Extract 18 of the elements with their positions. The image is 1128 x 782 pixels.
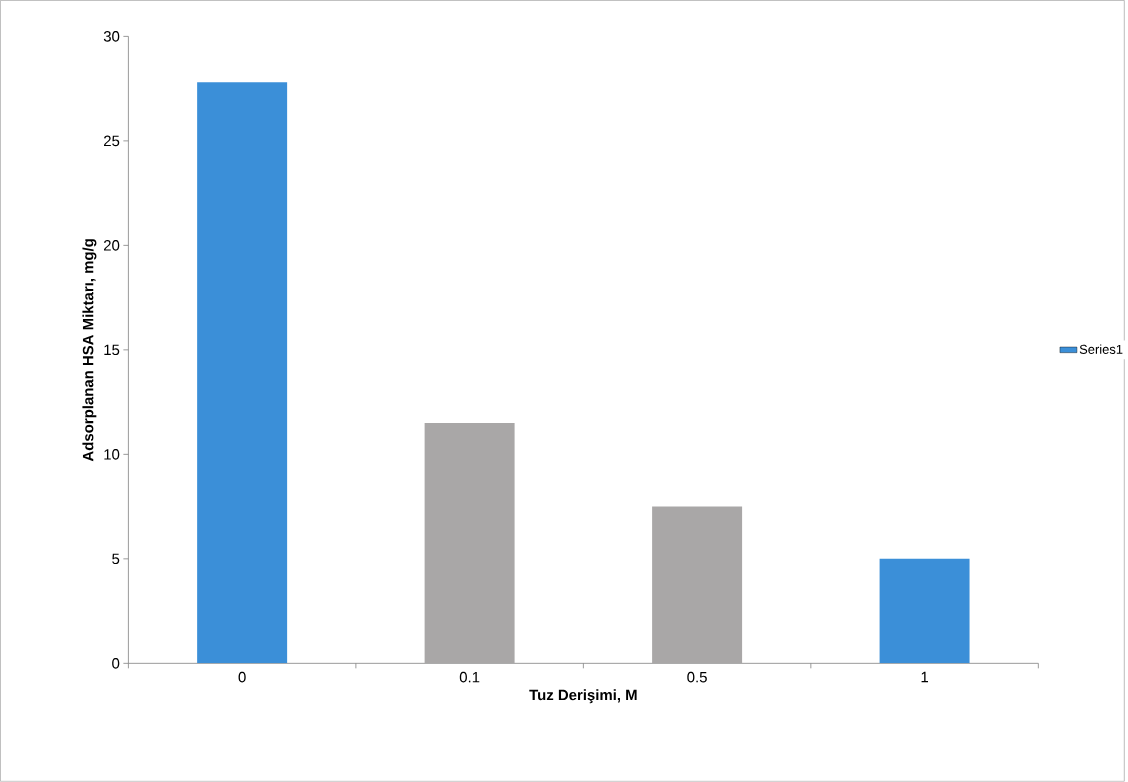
x-tick-label: 0.1: [459, 671, 480, 683]
y-tick-label: 10: [104, 449, 120, 460]
x-tick-label: 1: [921, 671, 929, 683]
bar: [424, 423, 515, 664]
y-tick-label: 15: [104, 344, 120, 356]
bar: [879, 558, 970, 664]
bar: [652, 506, 743, 664]
legend-label: Series1: [1079, 344, 1123, 355]
y-tick-label: 30: [103, 31, 120, 42]
y-axis-title: Adsorplanan HSA Miktarı, mg/g: [82, 239, 97, 462]
y-tick-label: 0: [112, 658, 120, 669]
y-tick-label: 25: [104, 135, 120, 147]
x-axis-title: Tuz Derişimi, M: [529, 689, 637, 704]
y-tick-label: 20: [104, 240, 120, 251]
y-tick-label: 5: [112, 553, 120, 565]
bar: [197, 82, 288, 664]
x-tick-label: 0.5: [687, 671, 707, 683]
x-tick-label: 0: [238, 671, 246, 683]
